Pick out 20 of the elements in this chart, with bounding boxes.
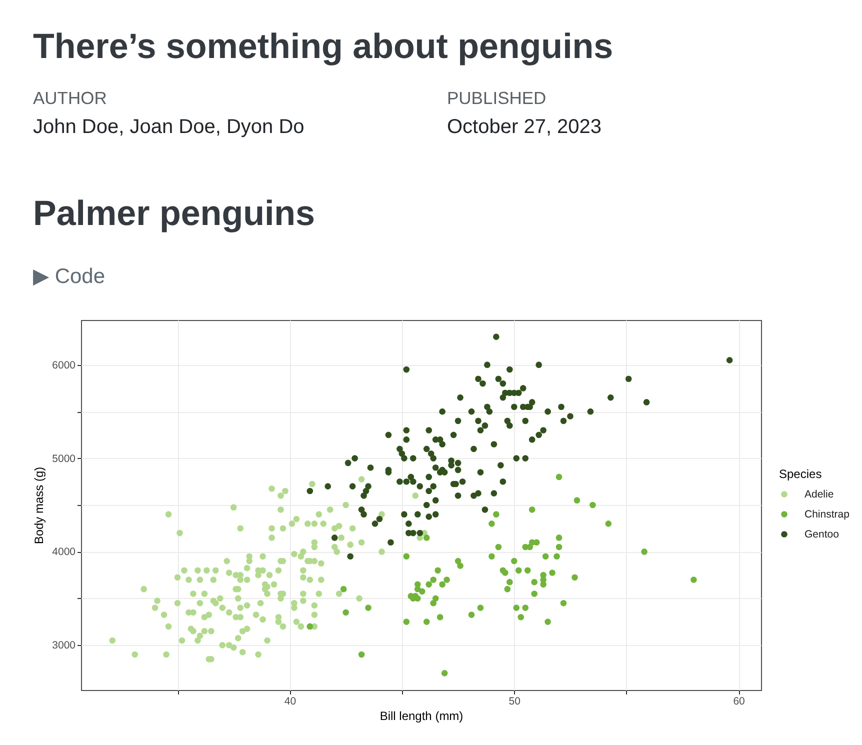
- x-tick-label: 40: [284, 696, 296, 708]
- text: John Doe, Joan Doe, Dyon Do: [33, 116, 304, 138]
- y-tick-label: 3000: [52, 640, 76, 652]
- chart-title: There’s something about penguins: [33, 27, 614, 66]
- y-tick-label: 4000: [52, 546, 76, 558]
- y-tick-label: 5000: [52, 452, 76, 465]
- legend-label: Gentoo: [804, 528, 840, 540]
- legend-label: Chinstrap: [804, 508, 850, 520]
- legend-title: Species: [779, 467, 822, 481]
- text: PUBLISHED: [447, 88, 546, 108]
- text: October 27, 2023: [447, 116, 602, 138]
- chart-subtitle: Palmer penguins: [33, 194, 316, 233]
- text: ▶ Code: [33, 265, 106, 288]
- x-tick-label: 60: [733, 696, 746, 708]
- text: AUTHOR: [33, 88, 107, 108]
- x-tick-label: 50: [508, 696, 521, 708]
- x-axis-title: Bill length (mm): [380, 709, 464, 723]
- y-axis-title: Body mass (g): [32, 466, 46, 544]
- y-tick-label: 6000: [52, 359, 76, 372]
- legend-label: Adelie: [804, 488, 834, 500]
